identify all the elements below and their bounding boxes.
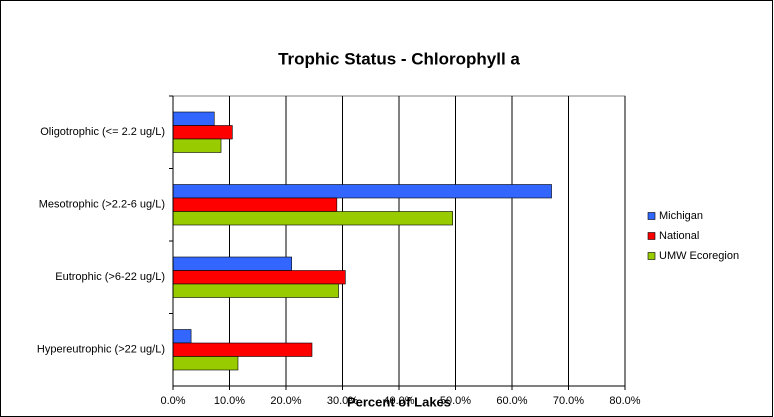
- y-tick-label: Oligotrophic (<= 2.2 ug/L): [40, 126, 165, 138]
- legend-swatch: [647, 212, 656, 220]
- bar: [172, 329, 192, 344]
- legend-label: National: [659, 230, 699, 242]
- legend-swatch: [647, 252, 656, 260]
- bar: [172, 211, 453, 226]
- bar: [172, 270, 346, 285]
- bar: [172, 283, 339, 298]
- y-tick-label: Eutrophic (>6-22 ug/L): [55, 271, 165, 283]
- bar: [172, 111, 215, 126]
- y-tick-label: Mesotrophic (>2.2-6 ug/L): [39, 199, 165, 211]
- x-tick-label: 0.0%: [160, 395, 185, 407]
- x-tick-label: 60.0%: [496, 395, 527, 407]
- bar: [172, 125, 233, 140]
- bar: [172, 184, 552, 199]
- x-tick-label: 20.0%: [270, 395, 301, 407]
- legend-label: UMW Ecoregion: [659, 250, 739, 262]
- bar: [172, 138, 222, 153]
- bar: [172, 356, 239, 371]
- x-tick-label: 80.0%: [609, 395, 640, 407]
- x-tick-label: 50.0%: [440, 395, 471, 407]
- bar: [172, 197, 338, 212]
- bar: [172, 256, 292, 271]
- legend-label: Michigan: [659, 210, 703, 222]
- y-tick-label: Hypereutrophic (>22 ug/L): [37, 344, 165, 356]
- bar: [172, 342, 313, 357]
- x-tick-label: 40.0%: [383, 395, 414, 407]
- chart-title: Trophic Status - Chlorophyll a: [278, 49, 520, 68]
- x-tick-label: 30.0%: [327, 395, 358, 407]
- x-tick-label: 10.0%: [214, 395, 245, 407]
- x-axis-label: Percent of Lakes: [347, 394, 451, 409]
- legend-swatch: [647, 232, 656, 240]
- x-tick-label: 70.0%: [553, 395, 584, 407]
